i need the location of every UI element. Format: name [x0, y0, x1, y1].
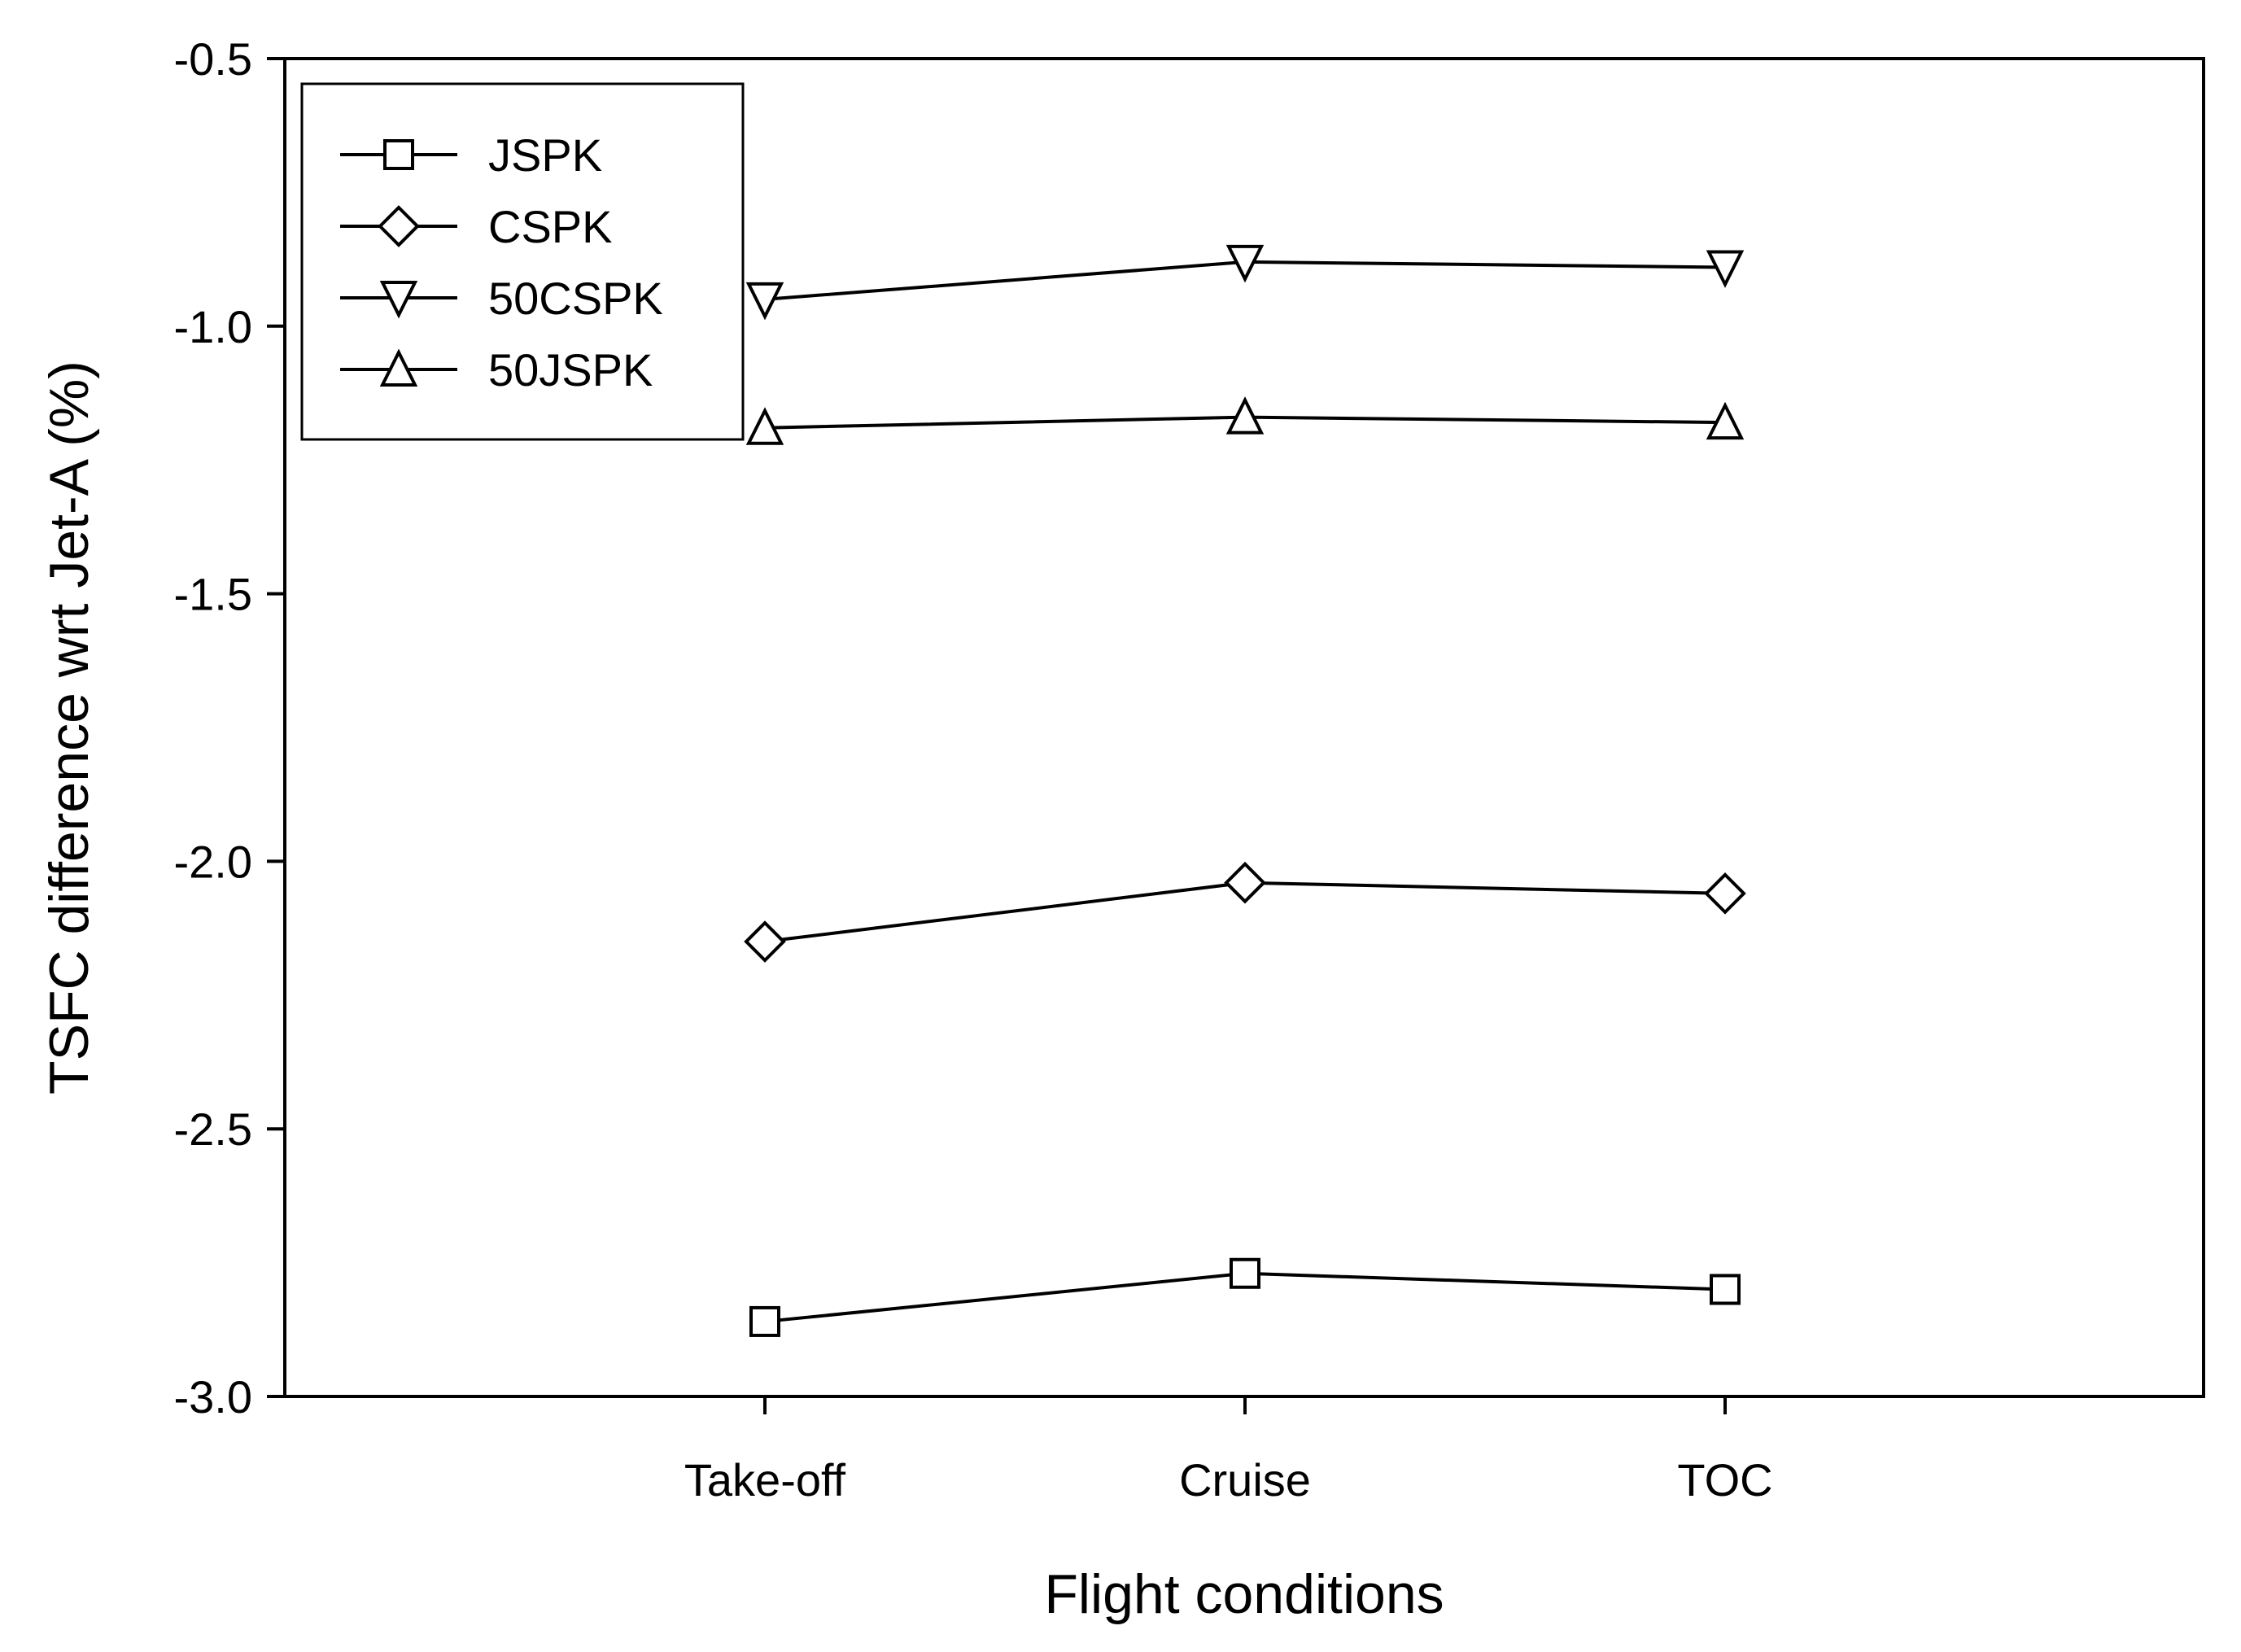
y-tick-label: -2.5	[174, 1104, 253, 1155]
data-point-50cspk	[1706, 250, 1745, 288]
legend-label-cspk: CSPK	[488, 201, 613, 252]
data-point-50jspk	[1706, 401, 1745, 440]
data-point-50jspk	[1225, 396, 1265, 435]
series-50jspk	[745, 396, 1745, 445]
data-point-jspk	[749, 1305, 780, 1337]
data-point-cspk	[744, 920, 786, 963]
y-axis-title: TSFC difference wrt Jet-A (%)	[38, 361, 100, 1095]
legend-label-jspk: JSPK	[488, 129, 602, 181]
y-tick-label: -1.0	[174, 301, 253, 352]
legend-label-50cspk: 50CSPK	[488, 273, 663, 324]
data-point-50cspk	[745, 282, 784, 321]
data-point-50jspk	[745, 407, 784, 445]
legend-box	[300, 82, 745, 441]
y-tick-label: -2.0	[174, 836, 253, 887]
legend-marker-50jspk	[379, 348, 418, 387]
y-tick-label: -0.5	[174, 33, 253, 85]
legend: JSPK CSPK 50CSPK 50JSPK	[300, 82, 745, 441]
x-tick-label: Cruise	[1179, 1454, 1311, 1506]
x-tick-label: TOC	[1677, 1454, 1772, 1506]
series-jspk	[749, 1257, 1741, 1337]
series-layer	[744, 244, 1746, 1337]
legend-marker-50cspk	[379, 281, 418, 319]
x-axis-title: Flight conditions	[1044, 1563, 1444, 1625]
x-axis: Take-off Cruise TOC	[684, 1396, 1773, 1506]
data-point-cspk	[1704, 872, 1746, 915]
series-cspk	[744, 861, 1746, 963]
legend-marker-jspk	[383, 139, 414, 170]
series-50cspk	[745, 244, 1745, 321]
data-point-jspk	[1230, 1257, 1260, 1289]
legend-marker-cspk	[378, 205, 420, 247]
data-point-50cspk	[1225, 244, 1265, 283]
data-point-jspk	[1710, 1274, 1741, 1305]
x-tick-label: Take-off	[684, 1454, 846, 1506]
y-axis: -3.0 -2.5 -2.0 -1.5 -1.0 -0.5	[174, 33, 285, 1423]
legend-label-50jspk: 50JSPK	[488, 344, 653, 396]
y-tick-label: -3.0	[174, 1371, 253, 1423]
y-tick-label: -1.5	[174, 569, 253, 620]
data-point-cspk	[1224, 861, 1266, 904]
